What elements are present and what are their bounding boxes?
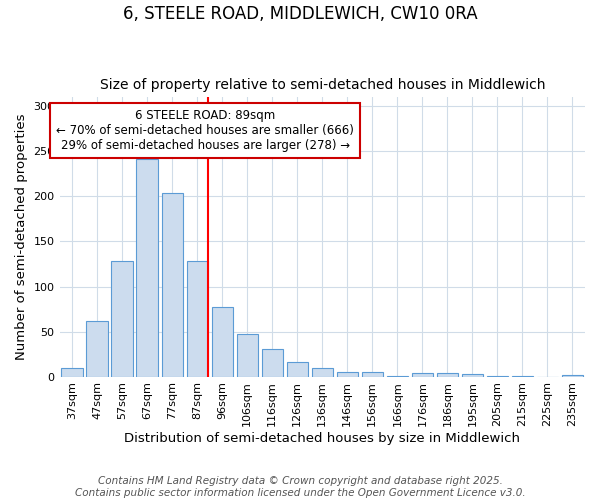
Bar <box>437 373 458 376</box>
Text: 6, STEELE ROAD, MIDDLEWICH, CW10 0RA: 6, STEELE ROAD, MIDDLEWICH, CW10 0RA <box>122 5 478 23</box>
Bar <box>262 348 283 376</box>
Bar <box>236 334 258 376</box>
Bar <box>362 372 383 376</box>
Bar <box>136 158 158 376</box>
Bar <box>161 193 183 376</box>
Text: 6 STEELE ROAD: 89sqm
← 70% of semi-detached houses are smaller (666)
29% of semi: 6 STEELE ROAD: 89sqm ← 70% of semi-detac… <box>56 109 354 152</box>
Bar <box>86 320 108 376</box>
Bar <box>61 368 83 376</box>
Bar <box>287 362 308 376</box>
Bar <box>311 368 333 376</box>
Bar <box>462 374 483 376</box>
Bar <box>337 372 358 376</box>
X-axis label: Distribution of semi-detached houses by size in Middlewich: Distribution of semi-detached houses by … <box>124 432 520 445</box>
Y-axis label: Number of semi-detached properties: Number of semi-detached properties <box>15 114 28 360</box>
Title: Size of property relative to semi-detached houses in Middlewich: Size of property relative to semi-detach… <box>100 78 545 92</box>
Bar <box>562 375 583 376</box>
Bar <box>212 307 233 376</box>
Bar <box>187 262 208 376</box>
Text: Contains HM Land Registry data © Crown copyright and database right 2025.
Contai: Contains HM Land Registry data © Crown c… <box>74 476 526 498</box>
Bar <box>412 373 433 376</box>
Bar <box>112 262 133 376</box>
